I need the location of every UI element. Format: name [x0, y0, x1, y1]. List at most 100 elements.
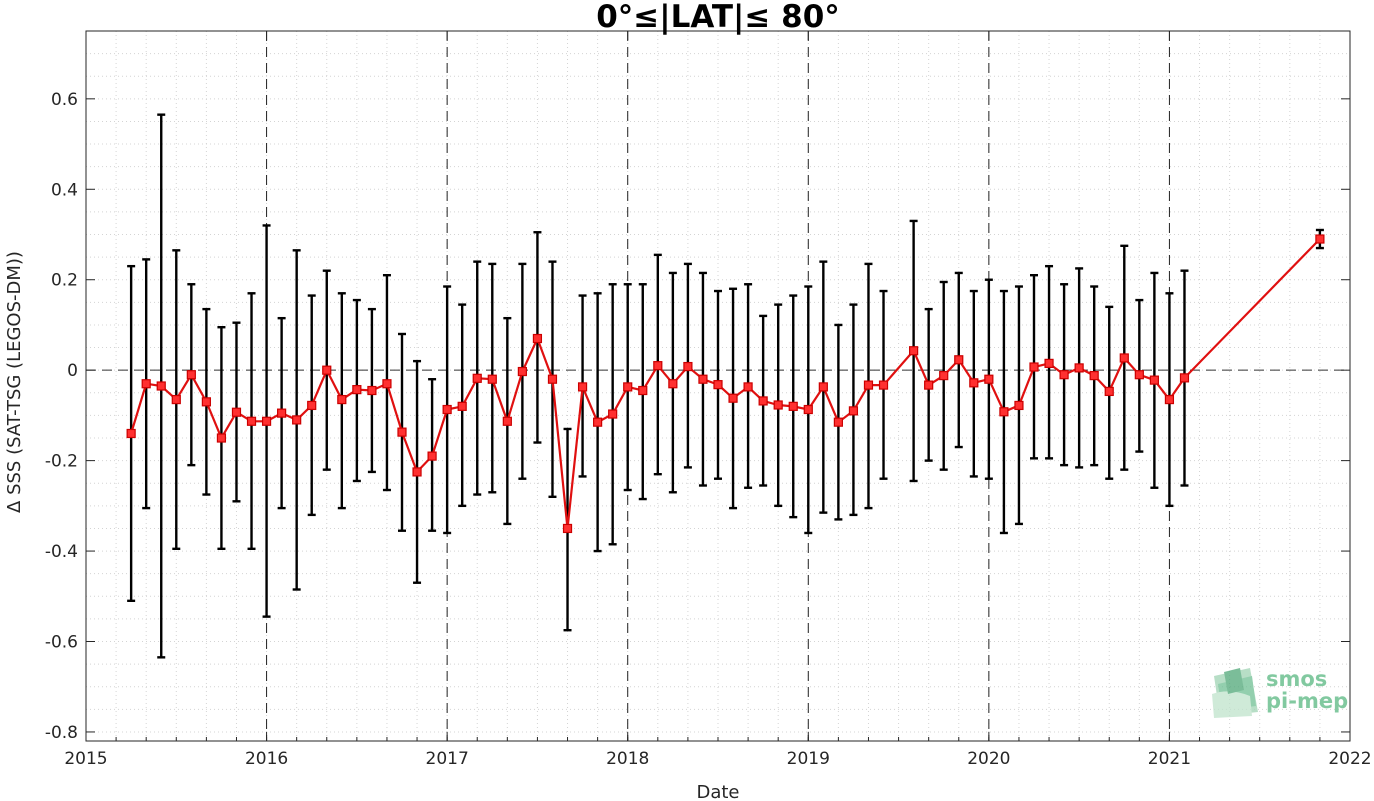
data-point — [427, 451, 437, 461]
data-point — [1315, 234, 1325, 244]
y-axis-label: Δ SSS (SAT-TSG (LEGOS-DM)) — [4, 251, 25, 513]
data-point — [1089, 370, 1099, 381]
y-tick-label: 0 — [67, 361, 78, 381]
x-tick-label: 2018 — [606, 749, 649, 769]
smos-pi-mep-logo: smos pi-mep — [1212, 667, 1348, 718]
data-point — [1134, 370, 1144, 380]
data-point — [1014, 400, 1024, 411]
y-tick-label: -0.4 — [45, 542, 78, 562]
data-point — [562, 523, 573, 534]
data-point — [502, 416, 512, 426]
data-point — [668, 379, 678, 389]
data-point — [472, 373, 482, 383]
data-point — [186, 370, 196, 380]
x-tick-label: 2022 — [1328, 749, 1371, 769]
x-tick-label: 2015 — [64, 749, 107, 769]
data-point — [608, 409, 618, 419]
data-point — [848, 406, 859, 416]
y-tick-label: 0.4 — [51, 180, 78, 200]
y-tick-label: 0.6 — [51, 90, 78, 110]
data-point — [803, 404, 813, 415]
data-point — [216, 433, 227, 443]
data-point — [773, 400, 783, 410]
data-point — [547, 374, 558, 384]
data-point — [171, 394, 181, 405]
chart-title: 0°≤|LAT|≤ 80° — [596, 0, 840, 35]
data-point — [1119, 353, 1129, 363]
data-point — [1164, 394, 1175, 405]
y-tick-label: -0.6 — [45, 633, 78, 653]
logo-line1: smos — [1266, 667, 1327, 691]
data-point — [307, 400, 317, 411]
x-axis-label: Date — [696, 782, 739, 801]
data-point — [758, 396, 768, 406]
data-point — [382, 379, 392, 389]
data-point — [863, 380, 874, 390]
data-point — [713, 380, 723, 390]
data-point — [367, 385, 377, 396]
data-point — [277, 408, 287, 418]
x-tick-label: 2016 — [245, 749, 288, 769]
data-point — [201, 397, 211, 407]
data-point — [231, 407, 242, 417]
data-point — [322, 365, 332, 375]
y-tick-label: 0.2 — [51, 271, 78, 291]
y-tick-label: -0.2 — [45, 452, 78, 472]
data-point — [412, 467, 422, 477]
data-point — [969, 378, 979, 388]
data-point — [352, 385, 362, 395]
data-point — [924, 380, 934, 390]
data-point — [126, 428, 136, 439]
data-point — [442, 404, 452, 415]
data-point — [954, 355, 964, 365]
data-point — [457, 401, 467, 411]
x-tick-labels: 2015 2016 2017 2018 2019 2020 2021 2022 — [64, 749, 1371, 769]
data-point — [638, 385, 648, 396]
data-point — [788, 401, 798, 411]
data-point — [1029, 362, 1039, 372]
data-point — [984, 374, 994, 384]
data-point — [909, 346, 919, 356]
data-point — [517, 366, 527, 377]
data-point — [577, 382, 588, 392]
data-point — [939, 370, 949, 381]
data-point — [593, 417, 603, 427]
y-tick-labels: 0.6 0.4 0.2 0 -0.2 -0.4 -0.6 -0.8 — [45, 90, 78, 743]
x-tick-label: 2020 — [967, 749, 1010, 769]
data-point — [623, 382, 633, 392]
data-point — [532, 333, 543, 344]
grid — [86, 31, 1350, 741]
data-point — [833, 417, 843, 427]
data-point — [292, 415, 302, 425]
x-tick-label: 2019 — [787, 749, 830, 769]
x-tick-label: 2021 — [1148, 749, 1191, 769]
data-point — [261, 416, 272, 426]
data-point — [337, 394, 347, 405]
data-point — [246, 416, 257, 426]
data-point — [1044, 358, 1054, 368]
data-point — [397, 427, 407, 437]
data-point — [1074, 363, 1084, 373]
logo-waves-icon — [1212, 668, 1258, 718]
data-point — [728, 393, 738, 403]
y-tick-label: -0.8 — [45, 723, 78, 743]
data-point — [698, 374, 708, 384]
data-point — [999, 407, 1009, 417]
data-point — [487, 374, 497, 384]
x-tick-label: 2017 — [426, 749, 469, 769]
data-point — [653, 361, 663, 371]
data-point — [141, 379, 151, 389]
data-point — [1059, 370, 1069, 380]
data-point — [683, 361, 693, 372]
data-point — [743, 382, 753, 392]
logo-line2: pi-mep — [1266, 689, 1348, 713]
data-point — [156, 381, 166, 391]
data-point — [818, 382, 828, 392]
axis-ticks — [85, 31, 1351, 741]
data-point — [1104, 386, 1114, 397]
data-point — [878, 380, 889, 390]
series-markers — [126, 234, 1325, 534]
data-point — [1179, 373, 1190, 383]
data-point — [1149, 375, 1159, 385]
